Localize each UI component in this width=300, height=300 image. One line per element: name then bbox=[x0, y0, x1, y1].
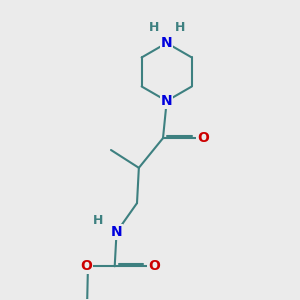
Text: O: O bbox=[80, 259, 92, 273]
Text: N: N bbox=[111, 225, 122, 239]
Text: O: O bbox=[197, 131, 209, 145]
Text: H: H bbox=[148, 21, 159, 34]
Text: N: N bbox=[161, 94, 172, 108]
Text: O: O bbox=[148, 259, 160, 273]
Text: N: N bbox=[161, 36, 172, 50]
Text: H: H bbox=[93, 214, 103, 227]
Text: H: H bbox=[175, 21, 185, 34]
